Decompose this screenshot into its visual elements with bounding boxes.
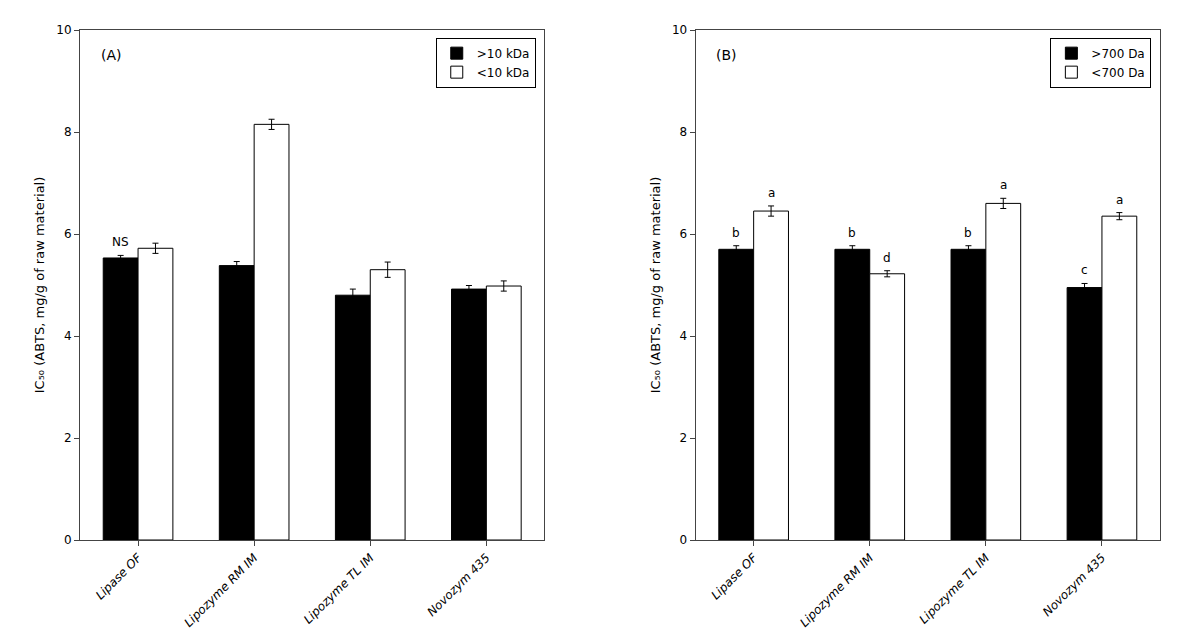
svg-text:6: 6 [680, 227, 688, 241]
svg-text:4: 4 [680, 329, 688, 343]
svg-text:c: c [1081, 263, 1088, 277]
svg-text:8: 8 [680, 125, 688, 139]
svg-text:10: 10 [56, 23, 71, 37]
svg-text:a: a [1000, 178, 1007, 192]
svg-text:(B): (B) [716, 47, 737, 63]
svg-text:Lipase OF: Lipase OF [93, 550, 145, 602]
svg-text:>700 Da: >700 Da [1091, 47, 1144, 61]
svg-text:8: 8 [64, 125, 72, 139]
svg-text:a: a [768, 186, 775, 200]
svg-text:0: 0 [64, 533, 72, 547]
svg-text:<700 Da: <700 Da [1091, 66, 1144, 80]
svg-text:0: 0 [680, 533, 688, 547]
svg-text:IC₅₀ (ABTS, mg/g of raw materi: IC₅₀ (ABTS, mg/g of raw material) [32, 177, 47, 394]
svg-text:b: b [732, 226, 740, 240]
svg-text:d: d [883, 251, 891, 265]
svg-text:Novozym 435: Novozym 435 [424, 551, 492, 619]
svg-text:a: a [1116, 193, 1123, 207]
svg-text:b: b [848, 226, 856, 240]
svg-text:10: 10 [672, 23, 687, 37]
svg-text:Novozym 435: Novozym 435 [1040, 551, 1108, 619]
svg-text:IC₅₀ (ABTS, mg/g of raw materi: IC₅₀ (ABTS, mg/g of raw material) [648, 177, 663, 394]
svg-text:6: 6 [64, 227, 72, 241]
svg-text:>10 kDa: >10 kDa [477, 47, 530, 61]
svg-text:(A): (A) [101, 47, 122, 63]
svg-text:NS: NS [112, 235, 129, 249]
svg-text:4: 4 [64, 329, 72, 343]
svg-text:<10 kDa: <10 kDa [477, 66, 530, 80]
svg-text:Lipozyme RM IM: Lipozyme RM IM [182, 550, 261, 629]
svg-text:b: b [964, 226, 972, 240]
svg-text:Lipozyme TL IM: Lipozyme TL IM [301, 550, 377, 626]
svg-text:2: 2 [64, 431, 72, 445]
svg-text:Lipozyme RM IM: Lipozyme RM IM [797, 550, 876, 629]
svg-text:2: 2 [680, 431, 688, 445]
svg-text:Lipozyme TL IM: Lipozyme TL IM [917, 550, 993, 626]
svg-text:Lipase OF: Lipase OF [709, 550, 761, 602]
